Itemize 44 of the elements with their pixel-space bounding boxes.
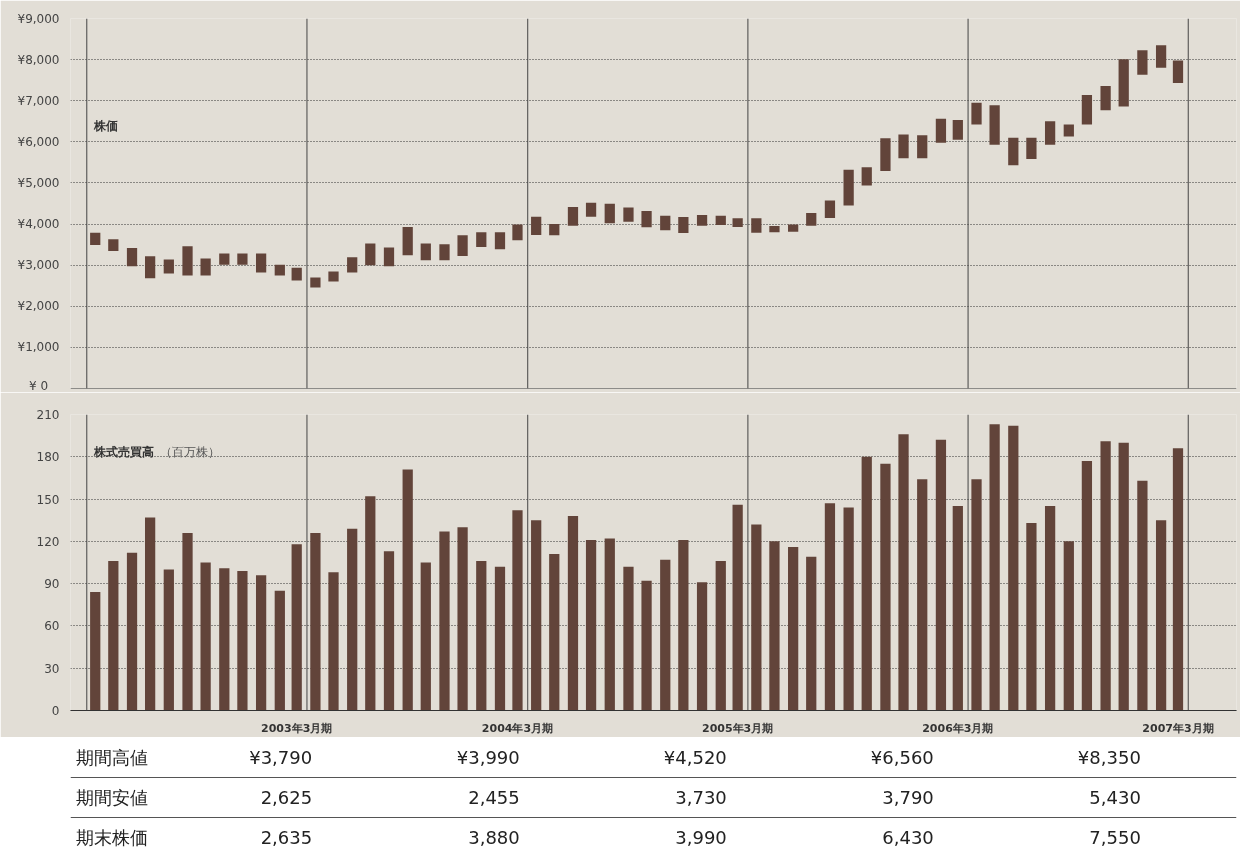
- y-tick-label: ¥9,000: [17, 11, 60, 26]
- text: （百万株）: [160, 444, 221, 459]
- text: 2,635: [260, 827, 313, 848]
- x-tick-label: 2006年3月期: [922, 721, 994, 735]
- y-tick-label: ¥2,000: [17, 299, 60, 314]
- y-tick-label: 60: [44, 619, 60, 634]
- text: 3,790: [882, 787, 934, 808]
- text: 7,550: [1089, 827, 1141, 848]
- category-label: 期間高値: [76, 747, 149, 768]
- y-tick-label: ¥5,000: [17, 175, 60, 190]
- text: ¥6,560: [870, 747, 934, 768]
- x-tick-label: 2004年3月期: [481, 721, 554, 735]
- text: ¥3,990: [456, 747, 520, 768]
- x-tick-label: 2007年3月期: [1142, 721, 1214, 735]
- y-tick-label: ¥6,000: [17, 134, 60, 149]
- x-tick-label: 2005年3月期: [702, 721, 774, 735]
- y-tick-label: 0: [51, 704, 60, 718]
- text: ¥4,520: [663, 747, 727, 768]
- text: 2,455: [468, 787, 520, 808]
- text: ¥8,350: [1077, 747, 1141, 768]
- y-tick-label: ¥8,000: [17, 52, 60, 67]
- text: 株式売買高: [93, 444, 155, 459]
- x-tick-label: 2003年3月期: [261, 721, 333, 735]
- text: 2,625: [260, 787, 313, 808]
- y-tick-label: ¥ 0: [28, 378, 49, 393]
- text: 株価: [93, 119, 119, 134]
- y-tick-label: 30: [44, 661, 60, 676]
- y-tick-label: ¥7,000: [17, 93, 60, 108]
- y-tick-label: 210: [36, 408, 60, 422]
- category-label: 期末株価: [76, 827, 149, 848]
- y-tick-label: ¥4,000: [17, 217, 60, 232]
- text: 5,430: [1089, 787, 1141, 808]
- y-tick-label: 120: [36, 534, 60, 549]
- text: 6,430: [882, 827, 934, 848]
- text: 3,990: [675, 827, 727, 848]
- y-tick-label: ¥1,000: [17, 340, 60, 355]
- y-tick-label: 90: [44, 577, 60, 592]
- y-tick-label: 150: [36, 492, 60, 507]
- y-tick-label: 180: [36, 450, 60, 465]
- text: 3,730: [675, 787, 727, 808]
- text: 3,880: [468, 827, 520, 848]
- y-tick-label: ¥3,000: [17, 258, 60, 273]
- text: ¥3,790: [249, 747, 313, 768]
- category-label: 期間安値: [76, 787, 149, 808]
